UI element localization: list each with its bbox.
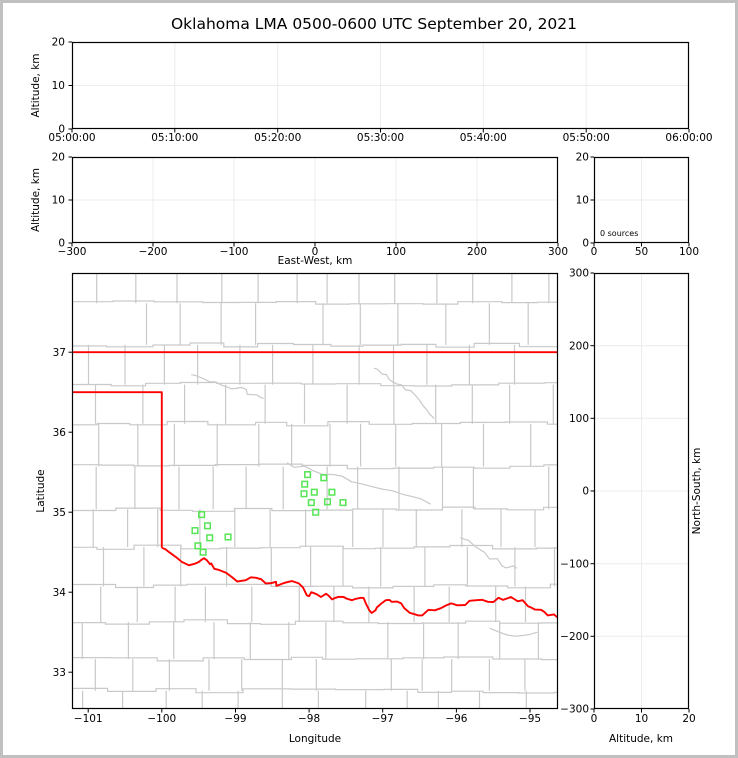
ylabel-altitude-ew-panel: Altitude, km: [30, 168, 42, 232]
station-marker: [191, 527, 199, 535]
station-marker: [300, 490, 308, 498]
station-marker: [301, 480, 309, 488]
x-tick-label: 05:50:00: [563, 132, 610, 144]
figure-title: Oklahoma LMA 0500-0600 UTC September 20,…: [171, 15, 577, 33]
x-tick-label: −95: [519, 713, 541, 725]
x-tick-label: 0: [312, 246, 319, 258]
x-tick-label: 20: [682, 713, 695, 725]
y-tick-label: 37: [53, 347, 66, 359]
y-tick-label: 10: [52, 80, 65, 92]
station-marker: [323, 498, 332, 506]
x-tick-label: 0: [591, 246, 598, 258]
x-tick-label: −96: [445, 713, 467, 725]
x-tick-label: 05:10:00: [151, 132, 198, 144]
station-markers: [191, 471, 347, 556]
river-lines: [191, 367, 538, 637]
map-frame: [71, 272, 559, 710]
x-tick-label: 06:00:00: [665, 132, 712, 144]
station-marker: [310, 488, 318, 496]
x-tick-label: 300: [548, 246, 568, 258]
y-tick-label: 20: [52, 152, 65, 164]
axes-frames-ticks: 05:00:00 05:10:00 05:20:00 05:30:00 05:40:00…: [48, 37, 712, 725]
sources-count-annotation: 0 sources: [600, 229, 638, 238]
histogram-frame: [593, 156, 690, 244]
xlabel-altitude-ns-panel: Altitude, km: [609, 733, 673, 745]
y-tick-label: 0: [58, 124, 65, 136]
y-tick-label: 35: [53, 507, 66, 519]
x-tick-label: −100: [220, 246, 249, 258]
county-boundaries: [72, 273, 558, 709]
x-tick-label: −98: [298, 713, 320, 725]
station-marker: [328, 488, 336, 496]
station-marker: [304, 471, 312, 479]
y-tick-label: −300: [560, 704, 589, 716]
xlabel-east-west: East-West, km: [278, 255, 353, 267]
x-tick-label: 200: [467, 246, 487, 258]
station-marker: [320, 474, 328, 482]
x-tick-label: −200: [139, 246, 168, 258]
x-tick-label: 100: [679, 246, 699, 258]
xlabel-longitude: Longitude: [289, 733, 341, 745]
station-marker: [194, 542, 202, 550]
y-tick-label: 300: [569, 268, 589, 280]
station-marker: [307, 499, 315, 507]
ns-height-frame: [593, 272, 690, 710]
map-panel-bg: [72, 273, 558, 709]
y-tick-label: 0: [582, 486, 589, 498]
y-tick-label: 20: [52, 37, 65, 49]
station-marker: [203, 522, 212, 530]
map-layers: [72, 273, 558, 709]
x-tick-label: 05:40:00: [460, 132, 507, 144]
y-tick-label: −100: [560, 558, 589, 570]
station-marker: [199, 548, 207, 556]
y-tick-label: 20: [576, 152, 589, 164]
x-tick-label: 05:30:00: [357, 132, 404, 144]
panel-gridlines: [72, 42, 689, 709]
x-tick-label: −300: [58, 246, 87, 258]
x-tick-label: 10: [635, 713, 648, 725]
y-tick-label: 100: [569, 413, 589, 425]
ylabel-north-south: North-South, km: [691, 448, 703, 535]
x-tick-label: 100: [386, 246, 406, 258]
y-tick-label: 10: [576, 195, 589, 207]
y-tick-label: 200: [569, 340, 589, 352]
ylabel-altitude-time-panel: Altitude, km: [30, 53, 42, 117]
x-tick-label: 05:00:00: [48, 132, 95, 144]
x-tick-label: −100: [147, 713, 176, 725]
station-marker: [224, 533, 232, 541]
station-marker: [312, 508, 320, 516]
y-tick-label: 10: [52, 195, 65, 207]
time-height-frame: [71, 41, 690, 130]
ew-height-frame: [71, 156, 559, 244]
x-tick-label: 05:20:00: [254, 132, 301, 144]
y-tick-label: 33: [53, 667, 66, 679]
station-marker: [339, 499, 347, 507]
state-border: [72, 351, 558, 619]
y-tick-label: −200: [560, 631, 589, 643]
x-tick-label: −101: [74, 713, 103, 725]
station-marker: [206, 534, 214, 542]
x-tick-label: −97: [372, 713, 394, 725]
x-tick-label: −99: [224, 713, 246, 725]
y-tick-label: 0: [582, 238, 589, 250]
station-marker: [198, 511, 206, 519]
x-tick-label: 50: [635, 246, 648, 258]
y-tick-label: 36: [53, 427, 67, 439]
ylabel-latitude: Latitude: [35, 469, 47, 512]
y-tick-label: 34: [53, 587, 67, 599]
y-tick-label: 0: [58, 238, 65, 250]
x-tick-label: 0: [591, 713, 598, 725]
